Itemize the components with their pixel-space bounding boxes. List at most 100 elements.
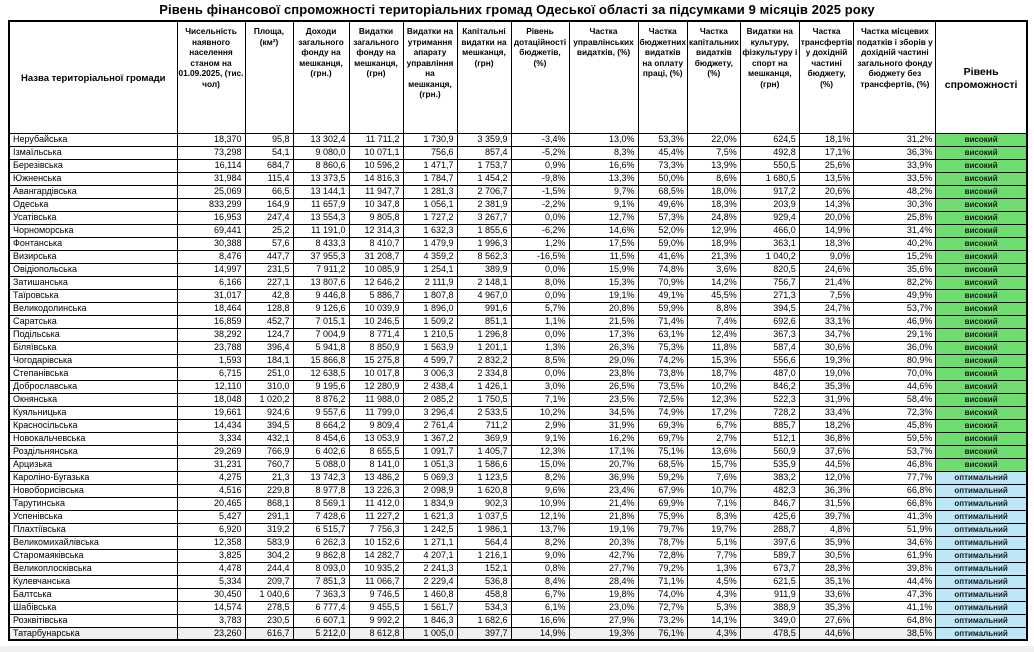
table-row: Визирська 8,476 447,7 37 955,3 31 208,7 4 359… (8, 249, 1028, 264)
value-cell: 9 809,4 (348, 418, 404, 433)
value-cell: 18,3% (798, 236, 855, 251)
value-cell: 10 347,8 (348, 197, 404, 212)
value-cell: 991,6 (456, 301, 512, 316)
value-cell: 4,3% (686, 587, 741, 602)
table-row: Нерубайська 18,370 95,8 13 302,4 11 711,2 1 7… (8, 132, 1028, 147)
value-cell: 18,3% (686, 197, 741, 212)
value-cell: 10 071,1 (348, 145, 404, 160)
value-cell: 6 262,3 (292, 535, 350, 550)
community-name-cell: Великомихайлівська (8, 535, 178, 550)
value-cell: 59,9% (637, 301, 688, 316)
value-cell: 2 832,2 (456, 353, 512, 368)
value-cell: 7 004,9 (292, 327, 350, 342)
value-cell: 9,7% (568, 184, 639, 199)
value-cell: 7,5% (686, 145, 741, 160)
value-cell: 304,2 (244, 548, 294, 563)
table-row: Великомихайлівська 12,358 583,9 6 262,3 10 1… (8, 535, 1028, 550)
value-cell: 12 638,5 (292, 366, 350, 381)
value-cell: 1 216,1 (456, 548, 512, 563)
value-cell: 11 799,0 (348, 405, 404, 420)
value-cell: 17,2% (686, 405, 741, 420)
value-cell: 288,7 (739, 522, 800, 537)
community-name-cell: Балтська (8, 587, 178, 602)
capability-level-badge: оптимальний (935, 600, 1028, 615)
value-cell: 589,7 (739, 548, 800, 563)
value-cell: 15,0% (510, 457, 570, 472)
value-cell: -3,4% (510, 132, 570, 147)
value-cell: 1 201,1 (456, 340, 512, 355)
value-cell: 3 006,3 (402, 366, 458, 381)
value-cell: 20,7% (568, 457, 639, 472)
value-cell: 12,0% (798, 470, 855, 485)
value-cell: 24,7% (798, 301, 855, 316)
value-cell: 33,6% (798, 587, 855, 602)
value-cell: 5,427 (176, 509, 246, 524)
value-cell: 482,3 (739, 483, 800, 498)
value-cell: 397,7 (456, 626, 512, 641)
table-row: Степанівська 6,715 251,0 12 638,5 10 017,8 3 … (8, 366, 1028, 381)
value-cell: 868,1 (244, 496, 294, 511)
value-cell: 9,0% (798, 249, 855, 264)
value-cell: 27,6% (798, 613, 855, 628)
value-cell: 95,8 (244, 132, 294, 147)
table-row: Южненська 31,984 115,4 13 373,5 14 816,3 1 78… (8, 171, 1028, 186)
value-cell: 0,0% (510, 366, 570, 381)
value-cell: 16,6% (510, 613, 570, 628)
value-cell: 13 742,3 (292, 470, 350, 485)
table-row: Авангардівська 25,069 66,5 13 144,1 11 947,7… (8, 184, 1028, 199)
value-cell: 2 098,9 (402, 483, 458, 498)
value-cell: 33,9% (853, 158, 937, 173)
column-header-12: Частка трансфертів у дохідній частині бю… (798, 20, 855, 134)
value-cell: 1,3% (510, 340, 570, 355)
capability-level-badge: оптимальний (935, 613, 1028, 628)
value-cell: 10 039,9 (348, 301, 404, 316)
value-cell: -9,8% (510, 171, 570, 186)
value-cell: 50,0% (637, 171, 688, 186)
value-cell: 31,231 (176, 457, 246, 472)
value-cell: 31,2% (853, 132, 937, 147)
value-cell: 7,1% (510, 392, 570, 407)
value-cell: 857,4 (456, 145, 512, 160)
community-name-cell: Біляївська (8, 340, 178, 355)
value-cell: 23,788 (176, 340, 246, 355)
value-cell: 74,8% (637, 262, 688, 277)
value-cell: 57,6 (244, 236, 294, 251)
value-cell: 33,4% (798, 405, 855, 420)
value-cell: 1 123,5 (456, 470, 512, 485)
value-cell: 9 557,6 (292, 405, 350, 420)
value-cell: 18,2% (798, 418, 855, 433)
value-cell: 4,3% (686, 626, 741, 641)
capability-level-badge: оптимальний (935, 561, 1028, 576)
value-cell: 44,5% (798, 457, 855, 472)
value-cell: 8 454,6 (292, 431, 350, 446)
value-cell: 74,2% (637, 353, 688, 368)
value-cell: 9,1% (568, 197, 639, 212)
value-cell: 6 777,4 (292, 600, 350, 615)
value-cell: 5 886,7 (348, 288, 404, 303)
value-cell: 35,1% (798, 574, 855, 589)
value-cell: 11 947,7 (348, 184, 404, 199)
table-row: Затишанська 6,166 227,1 13 807,6 12 646,2 2 1… (8, 275, 1028, 290)
value-cell: 31,017 (176, 288, 246, 303)
value-cell: 396,4 (244, 340, 294, 355)
value-cell: 447,7 (244, 249, 294, 264)
capability-level-badge: високий (935, 132, 1028, 147)
value-cell: 5 941,8 (292, 340, 350, 355)
value-cell: 24,8% (686, 210, 741, 225)
value-cell: 18,048 (176, 392, 246, 407)
column-header-5: Видатки на утримання апарату управління … (402, 20, 458, 134)
community-name-cell: Великодолинська (8, 301, 178, 316)
value-cell: 624,5 (739, 132, 800, 147)
header-row: Назва територіальної громади Чисельність … (8, 20, 1028, 134)
value-cell: 4 967,0 (456, 288, 512, 303)
capability-level-badge: високий (935, 197, 1028, 212)
community-name-cell: Старомаяківська (8, 548, 178, 563)
value-cell: 152,1 (456, 561, 512, 576)
value-cell: 7,1% (686, 496, 741, 511)
value-cell: 8 093,0 (292, 561, 350, 576)
value-cell: 535,9 (739, 457, 800, 472)
value-cell: 19,3% (568, 626, 639, 641)
column-header-13: Частка місцевих податків і зборів у дохі… (853, 20, 937, 134)
value-cell: 11 711,2 (348, 132, 404, 147)
value-cell: 1 896,0 (402, 301, 458, 316)
